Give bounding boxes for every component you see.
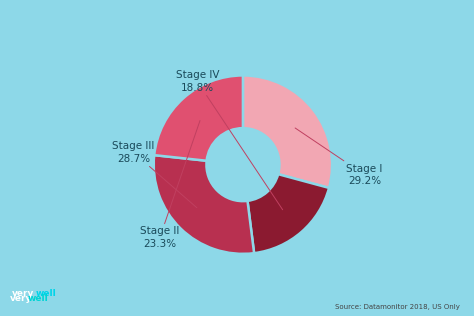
Wedge shape bbox=[154, 155, 254, 254]
Wedge shape bbox=[247, 174, 329, 253]
Text: Stage IV
18.8%: Stage IV 18.8% bbox=[175, 70, 283, 210]
Text: well: well bbox=[27, 295, 48, 303]
Wedge shape bbox=[243, 76, 332, 188]
Text: well: well bbox=[36, 289, 56, 298]
Text: Source: Datamonitor 2018, US Only: Source: Datamonitor 2018, US Only bbox=[335, 304, 460, 310]
Text: Stage II
23.3%: Stage II 23.3% bbox=[140, 120, 200, 249]
Text: very: very bbox=[11, 289, 34, 298]
Text: Stage I
29.2%: Stage I 29.2% bbox=[295, 128, 383, 186]
Text: Stage III
28.7%: Stage III 28.7% bbox=[112, 141, 197, 208]
Text: very: very bbox=[9, 295, 32, 303]
Wedge shape bbox=[154, 76, 243, 161]
